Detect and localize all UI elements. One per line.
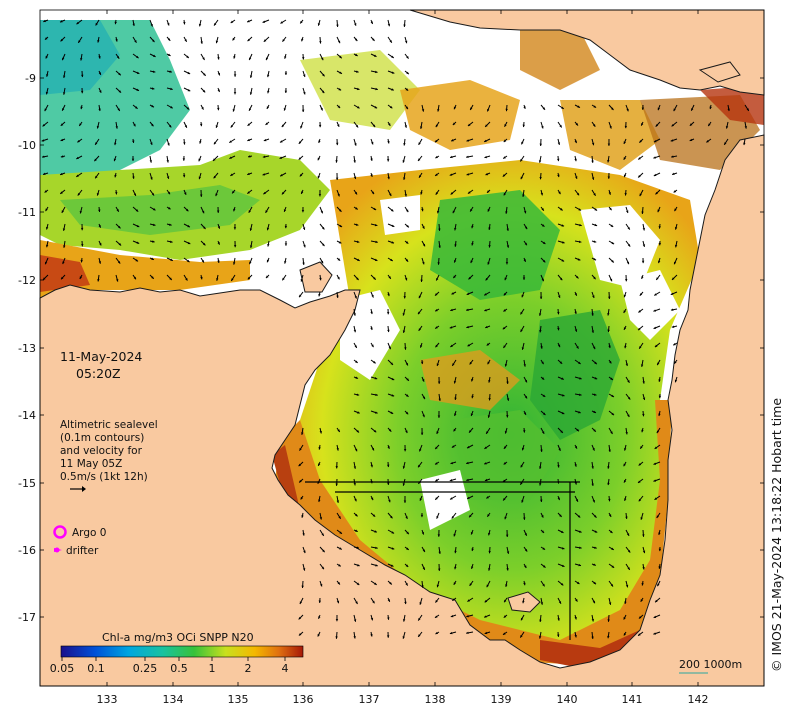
lon-tick-label: 136 xyxy=(293,693,314,706)
lat-tick-label: -14 xyxy=(18,409,36,422)
lon-tick-label: 142 xyxy=(688,693,709,706)
lon-tick-label: 139 xyxy=(491,693,512,706)
legend-line: (0.1m contours) xyxy=(60,432,144,444)
land-island-wellesley xyxy=(507,591,541,613)
transect-lines xyxy=(305,481,580,640)
lat-tick-label: -11 xyxy=(18,206,36,219)
colorbar-title: Chl-a mg/m3 OCi SNPP N20 xyxy=(102,631,254,644)
argo-label: Argo 0 xyxy=(72,527,106,539)
drifter-label: drifter xyxy=(66,545,99,557)
argo-legend: Argo 0 xyxy=(53,525,106,539)
lon-tick-label: 134 xyxy=(163,693,184,706)
longitude-axis: 133 134 135 136 137 138 139 140 141 142 xyxy=(97,10,709,706)
land-island-groote xyxy=(299,261,333,293)
colorbar-tick-label: 0.5 xyxy=(170,662,188,675)
depth-scale: 200 1000m xyxy=(679,658,742,674)
lat-tick-label: -15 xyxy=(18,477,36,490)
drifter-legend: drifter xyxy=(54,545,99,557)
credit-label: © IMOS 21-May-2024 13:18:22 Hobart time xyxy=(769,398,784,672)
altimetry-legend: Altimetric sealevel (0.1m contours) and … xyxy=(60,419,158,492)
legend-line: and velocity for xyxy=(60,445,143,457)
colorbar-tick-label: 1 xyxy=(209,662,216,675)
colorbar-gradient xyxy=(60,645,304,658)
lon-tick-label: 138 xyxy=(425,693,446,706)
argo-circle-icon xyxy=(53,525,67,539)
colorbar-tick-label: 4 xyxy=(282,662,289,675)
lon-tick-label: 140 xyxy=(557,693,578,706)
velocity-arrows xyxy=(41,19,750,639)
colorbar-tick-label: 0.05 xyxy=(50,662,75,675)
date-label: 11-May-2024 xyxy=(60,349,142,364)
time-label: 05:20Z xyxy=(76,366,121,381)
colorbar-tick-label: 0.25 xyxy=(133,662,158,675)
land-cape-york xyxy=(39,134,765,687)
lat-tick-label: -10 xyxy=(18,139,36,152)
lon-tick-label: 141 xyxy=(622,693,643,706)
lon-tick-label: 133 xyxy=(97,693,118,706)
legend-line: 0.5m/s (1kt 12h) xyxy=(60,471,148,483)
lat-tick-label: -13 xyxy=(18,342,36,355)
lat-tick-label: -16 xyxy=(18,544,36,557)
legend-line: Altimetric sealevel xyxy=(60,419,158,431)
lat-tick-label: -17 xyxy=(18,611,36,624)
colorbar-tick-label: 2 xyxy=(245,662,252,675)
lat-tick-label: -9 xyxy=(25,72,36,85)
latitude-axis: -9 -10 -11 -12 -13 -14 -15 -16 -17 xyxy=(18,72,764,624)
depth-scale-label: 200 1000m xyxy=(679,658,742,671)
land-new-guinea xyxy=(409,9,765,96)
lon-tick-label: 137 xyxy=(359,693,380,706)
land-island-ne xyxy=(698,61,741,83)
lat-tick-label: -12 xyxy=(18,274,36,287)
colorbar: Chl-a mg/m3 OCi SNPP N20 0.05 0.1 0.25 0.5 1… xyxy=(50,631,304,675)
chlorophyll-field xyxy=(40,20,764,668)
legend-line: 11 May 05Z xyxy=(60,458,122,470)
land xyxy=(39,9,765,687)
colorbar-tick-label: 0.1 xyxy=(87,662,105,675)
lon-tick-label: 135 xyxy=(228,693,249,706)
scale-arrow-icon xyxy=(70,486,86,492)
